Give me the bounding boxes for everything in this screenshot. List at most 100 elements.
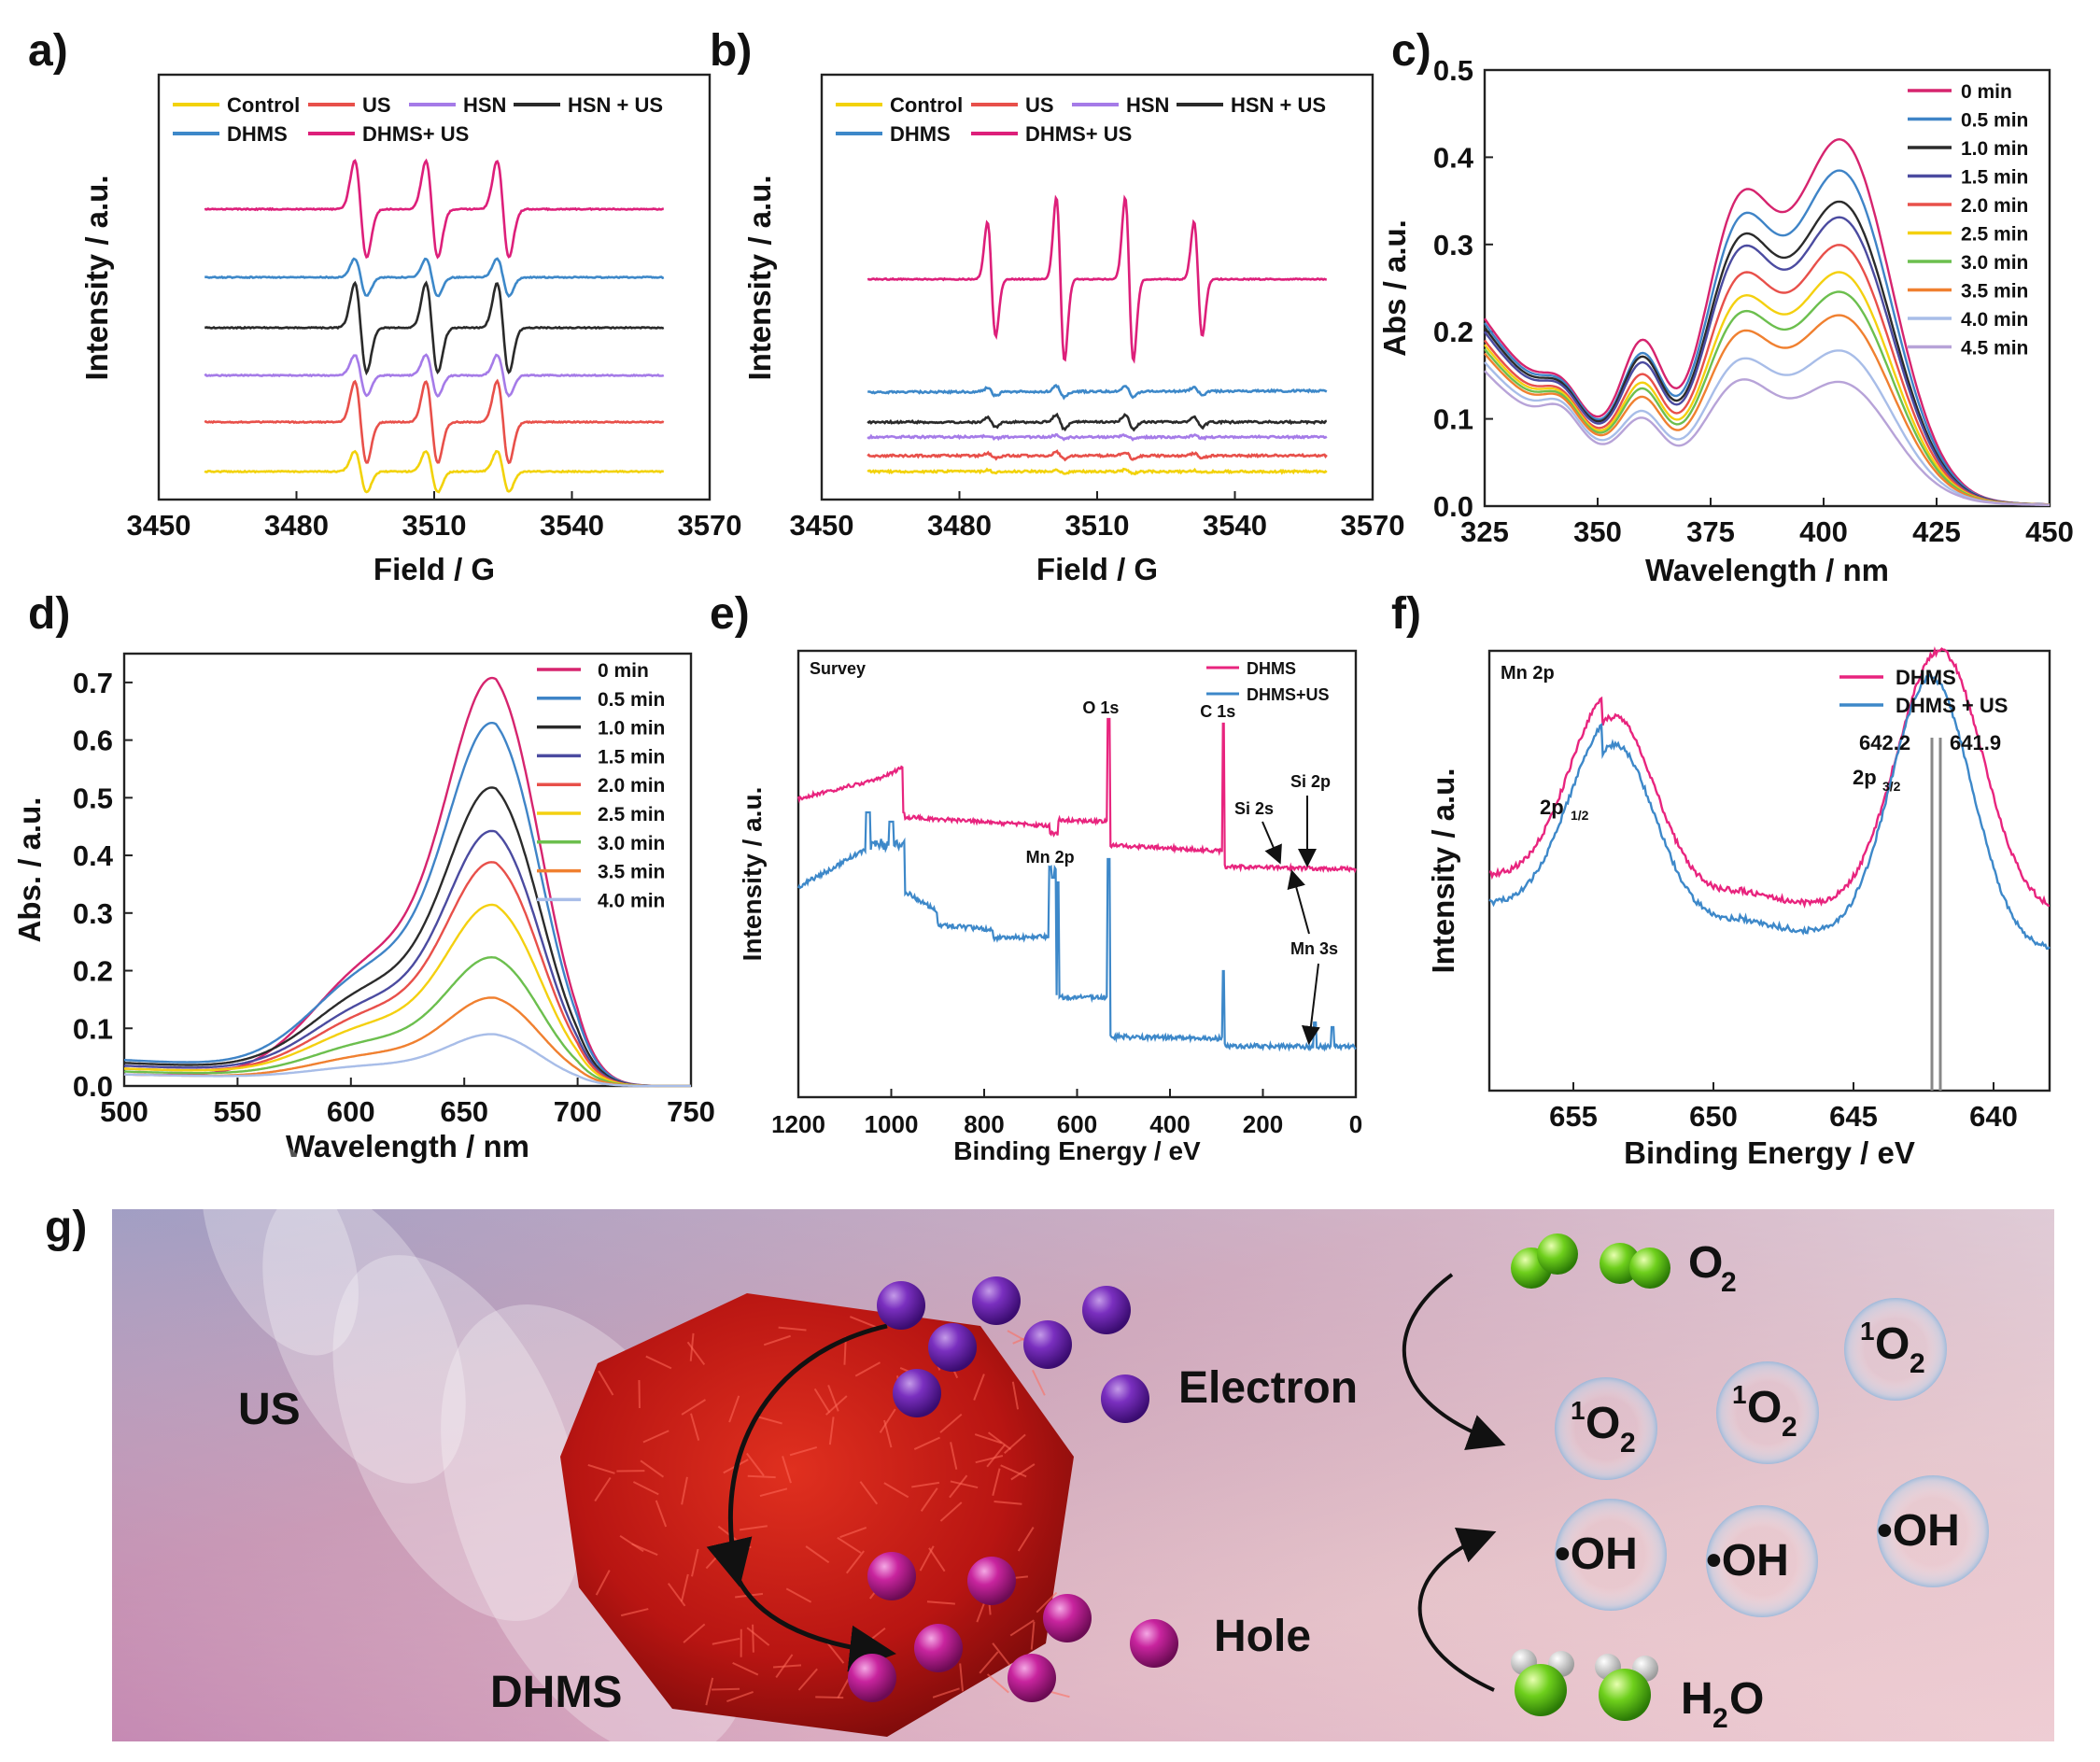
electron-ball xyxy=(893,1369,941,1417)
legend-label: 3.5 min xyxy=(598,862,665,883)
nanosheet-texture xyxy=(920,1487,938,1512)
legend-label: 0.5 min xyxy=(598,689,665,711)
series-line xyxy=(796,717,1358,874)
singlet-superscript: 1 xyxy=(1571,1396,1586,1425)
y-tick-label: 0.3 xyxy=(73,897,113,930)
singlet-subscript: 2 xyxy=(1782,1412,1797,1443)
series-line xyxy=(123,1033,691,1088)
x-tick-label: 400 xyxy=(1799,515,1848,548)
legend-label: US xyxy=(362,93,391,117)
nanosheet-texture xyxy=(928,1547,946,1572)
panel-title: Mn 2p xyxy=(1501,663,1555,684)
nanosheet-texture xyxy=(690,1413,700,1441)
y-tick-label: 0.2 xyxy=(73,955,113,988)
series-line xyxy=(867,449,1328,462)
nanosheet-texture xyxy=(883,1419,893,1448)
legend-label: 3.0 min xyxy=(598,833,665,854)
nanosheet-texture xyxy=(975,1455,1004,1464)
x-tick-label: 1200 xyxy=(771,1110,825,1138)
panel-letter: a) xyxy=(28,26,68,76)
nanosheet-texture xyxy=(932,1687,960,1699)
nanosheet-texture xyxy=(845,1550,865,1574)
x-tick-label: 3570 xyxy=(1341,509,1405,542)
legend-label: 4.0 min xyxy=(1961,309,2028,331)
y-tick-label: 0.0 xyxy=(1433,490,1473,523)
x-tick-label: 655 xyxy=(1549,1100,1598,1133)
nanosheet-texture xyxy=(746,1452,765,1476)
nanosheet-texture xyxy=(1010,1463,1036,1481)
nanosheet-texture xyxy=(986,1673,1009,1694)
x-tick-label: 1000 xyxy=(865,1110,919,1138)
nanosheet-texture xyxy=(728,1395,740,1423)
chart-c: 325 350 375 400 425 450 0.0 0.1 0.2 0.3 0.4 0.5 Wave… xyxy=(1377,54,2074,587)
nanosheet-texture xyxy=(879,1408,896,1433)
nanosheet-texture xyxy=(619,1534,644,1553)
y-tick-label: 0.7 xyxy=(73,667,113,699)
ultrasound-wave xyxy=(202,1128,359,1356)
y-axis-label: Intensity / a.u. xyxy=(742,175,777,380)
panel-title: Survey xyxy=(810,659,866,678)
series-line xyxy=(124,955,691,1088)
nanosheet-texture xyxy=(640,1459,665,1478)
nanosheet-texture xyxy=(763,1334,791,1346)
series-line xyxy=(1484,216,2051,506)
nanosheet-texture xyxy=(926,1600,955,1605)
singlet-superscript: 1 xyxy=(1860,1317,1875,1346)
axes-frame xyxy=(1483,68,2051,508)
nanosheet-texture xyxy=(689,1332,695,1361)
nanosheet-texture xyxy=(1004,1433,1026,1455)
annotation: 3/2 xyxy=(1882,779,1901,794)
x-tick-label: 350 xyxy=(1573,515,1622,548)
x-tick-label: 600 xyxy=(327,1095,375,1128)
nanosheet-texture xyxy=(854,1361,881,1377)
legend-label: 0 min xyxy=(1961,81,2012,103)
x-tick-label: 550 xyxy=(214,1095,262,1128)
y-tick-label: 0.5 xyxy=(1433,54,1473,87)
nanosheet-texture xyxy=(986,1444,1006,1468)
annotation: 1/2 xyxy=(1571,808,1589,823)
nanosheet-texture xyxy=(739,1525,768,1531)
nanosheet-texture xyxy=(782,1456,792,1484)
nanosheet-texture xyxy=(911,1481,940,1488)
legend-label: Control xyxy=(890,93,963,117)
series-line xyxy=(204,378,665,465)
ultrasound-wave xyxy=(262,1187,466,1484)
x-tick-label: 3450 xyxy=(790,509,854,542)
hydroxyl-label: •OH xyxy=(1706,1536,1789,1586)
series-line xyxy=(124,829,691,1088)
legend-label: 2.5 min xyxy=(1961,224,2028,246)
series-line xyxy=(867,194,1328,364)
x-tick-label: 3480 xyxy=(264,509,329,542)
peak-arrow xyxy=(1261,821,1282,865)
oxygen-atom xyxy=(1537,1233,1578,1275)
x-tick-label: 325 xyxy=(1460,515,1509,548)
x-tick-label: 500 xyxy=(100,1095,148,1128)
chart-d: 500 550 600 650 700 750 0.0 0.1 0.2 0.3 0.4 0.5 0.6 0… xyxy=(12,652,715,1163)
legend-label: 2.0 min xyxy=(598,775,665,796)
hole-ball xyxy=(848,1654,896,1702)
series-line xyxy=(124,786,691,1088)
hole-ball xyxy=(867,1552,916,1600)
legend-label: 4.0 min xyxy=(598,890,665,911)
nanosheet-texture xyxy=(1011,1381,1020,1410)
y-axis-label: Abs / a.u. xyxy=(1377,219,1412,357)
h2o-subscript: 2 xyxy=(1712,1703,1728,1734)
electron-ball xyxy=(1082,1286,1131,1334)
x-tick-label: 0 xyxy=(1349,1110,1362,1138)
nanosheet-texture xyxy=(683,1623,706,1643)
oxygen-atom xyxy=(1629,1247,1670,1289)
legend-label: HSN xyxy=(463,93,506,117)
electron-ball xyxy=(1101,1374,1149,1423)
series-line xyxy=(1484,314,2051,506)
nanosheet-texture xyxy=(837,1536,862,1554)
water-oxygen-atom xyxy=(1515,1664,1567,1716)
x-tick-label: 3480 xyxy=(927,509,992,542)
x-tick-label: 3450 xyxy=(127,509,191,542)
x-axis-label: Field / G xyxy=(373,552,495,586)
nanosheet-texture xyxy=(598,1370,614,1396)
x-tick-label: 425 xyxy=(1912,515,1961,548)
series-line xyxy=(204,280,665,376)
x-axis-label: Wavelength / nm xyxy=(1645,553,1889,587)
nanosheet-texture xyxy=(691,1548,699,1577)
